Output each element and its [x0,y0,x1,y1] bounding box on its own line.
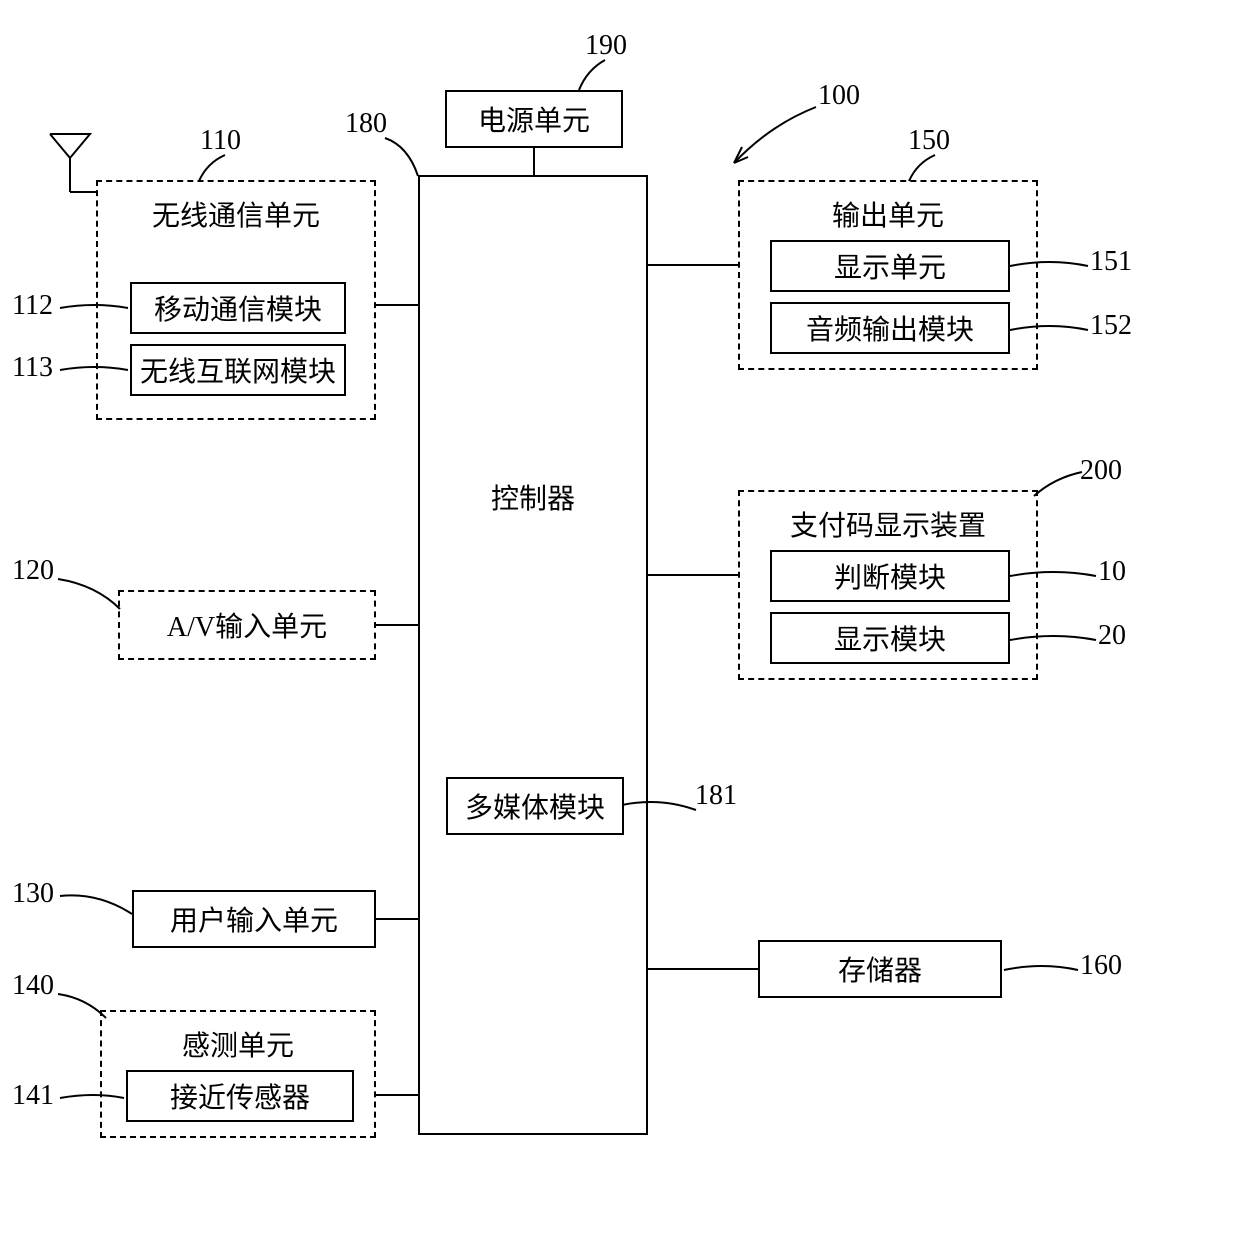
controller-box: 控制器 多媒体模块 [418,175,648,1135]
output-display-box: 显示单元 [770,240,1010,292]
ref-190: 190 [585,30,627,62]
wireless-group: 无线通信单元 移动通信模块 无线互联网模块 [96,180,376,420]
payment-display-box: 显示模块 [770,612,1010,664]
antenna-icon [40,130,100,200]
ref-130: 130 [12,878,54,910]
ref-112: 112 [12,290,53,322]
sensing-title: 感测单元 [102,1012,374,1064]
multimedia-box: 多媒体模块 [446,777,624,835]
output-display-label: 显示单元 [834,246,946,286]
payment-judge-label: 判断模块 [834,556,946,596]
user-input-label: 用户输入单元 [170,899,338,939]
output-audio-box: 音频输出模块 [770,302,1010,354]
ref-141: 141 [12,1080,54,1112]
conn-output-controller [648,264,738,266]
ref-152: 152 [1090,310,1132,342]
ref-140: 140 [12,970,54,1002]
multimedia-label: 多媒体模块 [465,786,605,826]
conn-sensing-controller [376,1094,418,1096]
ref-10: 10 [1098,556,1126,588]
power-box: 电源单元 [445,90,623,148]
av-input-label: A/V输入单元 [167,605,327,645]
conn-payment-controller [648,574,738,576]
leader-130 [58,890,136,920]
diagram-canvas: 控制器 多媒体模块 180 181 电源单元 190 100 无线通信单元 移动… [0,0,1240,1243]
conn-av-controller [376,624,418,626]
payment-group: 支付码显示装置 判断模块 显示模块 [738,490,1038,680]
wireless-title: 无线通信单元 [98,182,374,234]
output-audio-label: 音频输出模块 [806,308,974,348]
wireless-mobile-label: 移动通信模块 [154,288,322,328]
arrow-100 [720,105,820,175]
leader-190 [575,58,615,94]
memory-label: 存储器 [838,949,922,989]
ref-151: 151 [1090,246,1132,278]
memory-box: 存储器 [758,940,1002,998]
proximity-box: 接近传感器 [126,1070,354,1122]
leader-120 [56,575,126,615]
power-label: 电源单元 [478,99,590,139]
ref-20: 20 [1098,620,1126,652]
wireless-mobile-box: 移动通信模块 [130,282,346,334]
ref-110: 110 [200,125,241,157]
conn-memory-controller [648,968,758,970]
ref-100: 100 [818,80,860,112]
ref-180: 180 [345,108,387,140]
wireless-internet-label: 无线互联网模块 [140,350,336,390]
ref-113: 113 [12,352,53,384]
ref-200: 200 [1080,455,1122,487]
wireless-internet-box: 无线互联网模块 [130,344,346,396]
controller-label: 控制器 [420,477,646,517]
av-input-box: A/V输入单元 [118,590,376,660]
conn-power-controller [533,148,535,175]
output-title: 输出单元 [740,182,1036,234]
leader-160 [1002,960,1082,978]
payment-judge-box: 判断模块 [770,550,1010,602]
conn-wireless-controller [376,304,418,306]
leader-200 [1030,470,1086,500]
user-input-box: 用户输入单元 [132,890,376,948]
payment-title: 支付码显示装置 [740,492,1036,544]
sensing-group: 感测单元 接近传感器 [100,1010,376,1138]
ref-120: 120 [12,555,54,587]
ref-181: 181 [695,780,737,812]
output-group: 输出单元 显示单元 音频输出模块 [738,180,1038,370]
proximity-label: 接近传感器 [170,1076,310,1116]
ref-150: 150 [908,125,950,157]
ref-160: 160 [1080,950,1122,982]
conn-userinput-controller [376,918,418,920]
payment-display-label: 显示模块 [834,618,946,658]
